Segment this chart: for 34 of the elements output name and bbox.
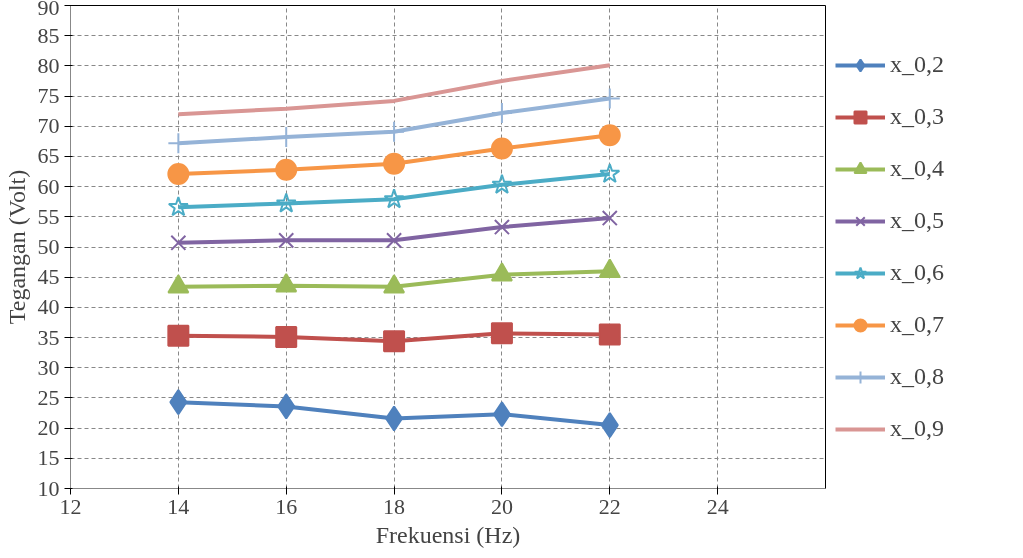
x-tick-label: 12 (59, 493, 82, 519)
legend-label: x_0,9 (890, 415, 944, 442)
legend-label: x_0,2 (890, 51, 944, 78)
y-tick-label: 55 (37, 203, 60, 229)
y-tick-label: 85 (37, 22, 60, 48)
y-tick-label: 35 (37, 324, 60, 350)
y-tick-label: 15 (37, 445, 60, 471)
y-tick-label: 25 (37, 384, 60, 410)
y-tick-label: 20 (37, 415, 60, 441)
y-tick-label: 40 (37, 294, 60, 320)
y-tick-label: 75 (37, 83, 60, 109)
y-tick-label: 65 (37, 143, 60, 169)
y-tick-label: 80 (37, 52, 60, 78)
y-tick-label: 90 (37, 0, 60, 20)
legend-label: x_0,7 (890, 311, 944, 338)
x-tick-label: 20 (490, 493, 513, 519)
legend-label: x_0,5 (890, 207, 944, 234)
x-tick-label: 14 (167, 493, 190, 519)
legend-label: x_0,3 (890, 103, 944, 130)
y-tick-label: 10 (37, 475, 60, 501)
x-axis-title: Frekuensi (Hz) (375, 521, 521, 548)
y-tick-label: 70 (37, 113, 60, 139)
legend-label: x_0,4 (890, 155, 944, 182)
y-tick-label: 45 (37, 264, 60, 290)
y-tick-label: 30 (37, 354, 60, 380)
x-tick-label: 24 (706, 493, 729, 519)
y-tick-label: 60 (37, 173, 60, 199)
legend-label: x_0,8 (890, 363, 944, 390)
x-tick-label: 18 (383, 493, 406, 519)
y-tick-label: 50 (37, 234, 60, 259)
x-tick-label: 22 (598, 493, 621, 519)
legend-label: x_0,6 (890, 259, 944, 286)
y-axis-title: Tegangan (Volt) (3, 169, 30, 325)
x-tick-label: 16 (275, 493, 298, 519)
